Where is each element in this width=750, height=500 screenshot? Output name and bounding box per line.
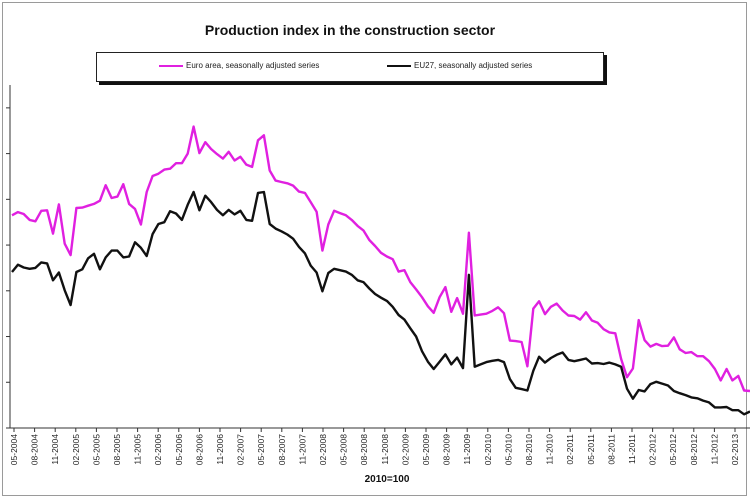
x-tick-label: 05-2005 [91,434,101,465]
series-line-euro-area [11,125,750,393]
x-tick-label: 08-2009 [442,434,452,465]
x-tick-label: 08-2008 [359,434,369,465]
series-line-eu27 [11,190,750,416]
x-tick-label: 11-2009 [462,434,472,465]
x-tick-label: 05-2012 [668,434,678,465]
legend: Euro area, seasonally adjusted series EU… [96,52,604,82]
x-tick-label: 02-2007 [236,434,246,465]
x-tick-label: 11-2011 [627,434,637,464]
legend-swatch-euro-area [159,64,183,67]
x-tick-label: 05-2004 [9,434,19,465]
legend-swatch-eu27 [387,64,411,67]
x-tick-label: 08-2006 [194,434,204,465]
x-tick-label: 02-2013 [730,434,740,465]
x-tick-label: 11-2005 [133,434,143,465]
x-tick-label: 02-2005 [71,434,81,465]
x-tick-label: 05-2009 [421,434,431,465]
x-tick-label: 02-2012 [648,434,658,465]
x-tick-label: 08-2004 [30,434,40,465]
x-tick-label: 11-2004 [50,434,60,465]
legend-label-euro-area: Euro area, seasonally adjusted series [186,61,320,70]
x-tick-label: 02-2009 [400,434,410,465]
x-tick-label: 05-2011 [586,434,596,465]
x-tick-label: 05-2007 [256,434,266,465]
base-year-caption: 2010=100 [364,474,410,485]
x-tick-label: 08-2005 [112,434,122,465]
x-tick-label: 11-2008 [380,434,390,465]
legend-item-eu27: EU27, seasonally adjusted series [387,61,532,70]
x-tick-label: 02-2006 [153,434,163,465]
x-tick-label: 11-2010 [545,434,555,465]
x-tick-label: 05-2006 [174,434,184,465]
x-tick-label: 08-2012 [689,434,699,465]
x-tick-label: 11-2006 [215,434,225,465]
x-tick-label: 02-2010 [483,434,493,465]
legend-item-euro-area: Euro area, seasonally adjusted series [159,61,319,70]
x-tick-label: 08-2010 [524,434,534,465]
x-tick-label: 05-2010 [503,434,513,465]
x-tick-label: 11-2007 [297,434,307,465]
x-tick-label: 02-2008 [318,434,328,465]
x-tick-label: 08-2007 [277,434,287,465]
x-tick-label: 02-2011 [565,434,575,465]
x-tick-label: 08-2011 [606,434,616,465]
legend-label-eu27: EU27, seasonally adjusted series [414,61,533,70]
x-tick-label: 11-2012 [709,434,719,465]
x-tick-label: 05-2008 [339,434,349,465]
chart-title: Production index in the construction sec… [204,22,496,38]
